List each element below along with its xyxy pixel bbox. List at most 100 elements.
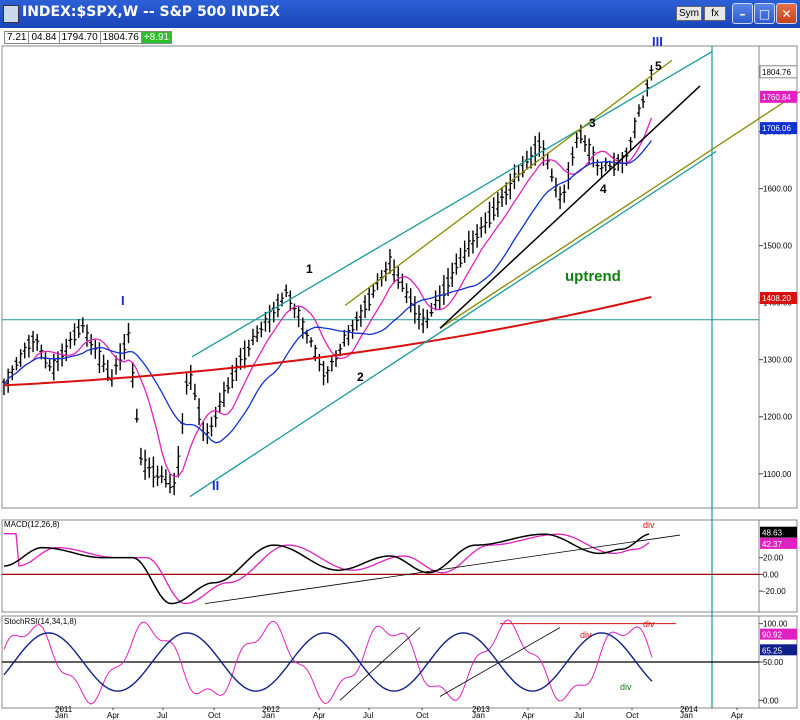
price-bar	[570, 146, 575, 166]
price-value-tag	[759, 65, 798, 79]
price-bar	[246, 339, 251, 357]
x-axis-month-label: Jan	[55, 711, 68, 720]
price-bar	[89, 334, 94, 355]
price-bar	[454, 253, 459, 275]
price-bar	[10, 365, 15, 381]
price-bar	[329, 357, 334, 372]
macd-axis-tick-label: -20.00	[763, 587, 786, 596]
price-value-tag	[760, 291, 797, 304]
price-bar	[396, 266, 401, 289]
price-bar	[491, 197, 496, 221]
stochrsi-value-tag-label: 90.92	[762, 631, 783, 640]
price-bar	[275, 293, 280, 318]
trend-line	[439, 85, 701, 329]
price-value-tag-label: 1804.76	[762, 68, 791, 77]
stochrsi-axis-tick-label: 50.00	[763, 658, 784, 667]
price-bar	[599, 162, 604, 178]
macd-panel-frame	[1, 519, 760, 613]
price-bar	[512, 164, 517, 190]
x-axis-month-label: Jul	[157, 711, 167, 720]
price-bar	[479, 216, 484, 238]
stochrsi-title: StochRSI(14,34,1,8)	[4, 617, 77, 626]
window-title: INDEX:$SPX,W -- S&P 500 INDEX	[22, 4, 280, 20]
stochrsi-div-label: div	[620, 682, 632, 692]
price-bar	[371, 283, 376, 298]
quote-change: +8.91	[140, 31, 173, 44]
price-bar	[632, 117, 637, 139]
price-bar	[321, 360, 326, 386]
macd-value-tag-label: 42.37	[762, 540, 783, 549]
x-axis-month-label: Jul	[363, 711, 373, 720]
price-value-tag-label: 1706.06	[762, 124, 791, 133]
x-axis-year-label: 2012	[262, 705, 280, 714]
price-axis-tick-label: 1200.00	[763, 413, 792, 422]
x-axis-year-label: 2013	[472, 705, 490, 714]
price-bar	[168, 473, 172, 494]
minimize-icon[interactable]: –	[732, 3, 753, 24]
price-bar	[358, 304, 363, 327]
olive-lower-line	[439, 91, 800, 329]
price-bar	[176, 445, 181, 478]
price-bar	[296, 305, 301, 328]
x-axis-month-label: Jan	[472, 711, 485, 720]
stochrsi-div-label: div	[643, 619, 655, 629]
price-bar	[85, 324, 89, 347]
price-bar	[387, 248, 392, 274]
price-bar	[549, 168, 554, 182]
macd-trend-line	[204, 534, 681, 605]
price-bar	[288, 290, 293, 311]
quote-cell: 04.84	[28, 31, 60, 44]
price-bar	[263, 311, 268, 332]
price-bar	[101, 354, 106, 373]
fx-button[interactable]: fx	[704, 6, 726, 21]
price-bar	[35, 334, 40, 351]
price-axis-tick-label: 1100.00	[763, 470, 792, 479]
maximize-icon[interactable]: □	[754, 3, 775, 24]
price-bar	[429, 302, 434, 317]
price-bar	[230, 365, 235, 389]
price-bar	[574, 131, 579, 149]
price-bar	[404, 283, 409, 304]
price-value-tag-label: 1408.20	[762, 294, 791, 303]
price-bar	[578, 124, 583, 144]
price-bar	[421, 308, 426, 334]
price-bar	[138, 447, 143, 466]
price-bar	[217, 392, 222, 414]
macd-value-tag	[760, 526, 797, 538]
stochrsi-trend-line	[339, 627, 421, 701]
price-bar	[292, 303, 297, 319]
price-bar	[433, 290, 438, 311]
price-bar	[309, 337, 314, 348]
x-axis-month-label: Jul	[574, 711, 584, 720]
macd-value-tag	[760, 537, 797, 549]
price-bar	[259, 321, 264, 338]
price-bar	[350, 319, 355, 339]
macd-title: MACD(12,26,8)	[4, 520, 60, 529]
price-bar	[197, 398, 202, 426]
price-bar	[155, 465, 160, 487]
close-icon[interactable]: ✕	[776, 3, 797, 24]
price-bar	[14, 357, 19, 371]
price-bar	[346, 325, 351, 346]
stochrsi-k-line	[3, 619, 653, 705]
x-axis-year-label: 2014	[680, 705, 698, 714]
x-axis-month-label: Jan	[680, 711, 693, 720]
price-bar	[446, 267, 451, 297]
magenta-moving-average	[3, 117, 653, 478]
price-axis-tick-label: 1500.00	[763, 242, 792, 251]
wave-label: 4	[600, 182, 607, 196]
x-axis-month-label: Oct	[416, 711, 429, 720]
symbol-button[interactable]: Sym	[676, 6, 702, 21]
price-bar	[255, 325, 260, 342]
wave-label: II	[212, 478, 219, 493]
stochrsi-value-tag-label: 65.25	[762, 646, 783, 655]
wave-label: 5	[655, 59, 662, 73]
price-bar	[18, 349, 23, 368]
price-bar	[143, 449, 148, 480]
red-moving-average	[3, 296, 652, 387]
price-bar	[134, 408, 139, 423]
price-bar	[76, 319, 81, 338]
x-axis-month-label: Apr	[107, 711, 120, 720]
price-axis-tick-label: 1300.00	[763, 356, 792, 365]
